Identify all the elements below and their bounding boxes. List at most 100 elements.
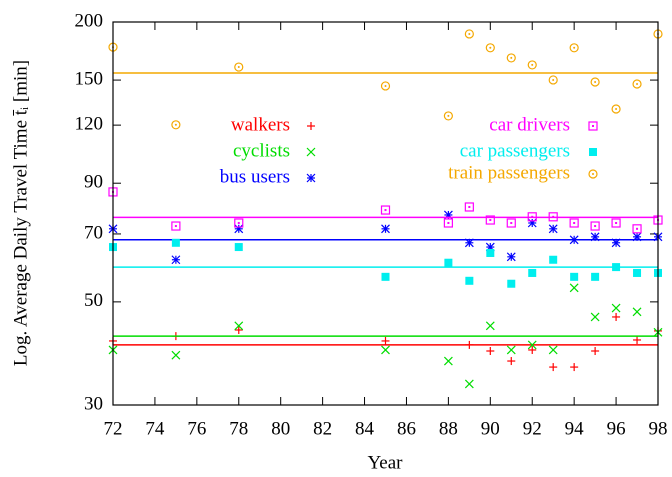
marker xyxy=(381,272,390,281)
marker-stroke xyxy=(548,345,558,355)
marker xyxy=(506,218,516,228)
marker-ring xyxy=(171,120,181,130)
marker-stroke xyxy=(548,224,558,234)
marker xyxy=(464,238,474,248)
x-tick-label: 96 xyxy=(607,418,626,439)
marker-ring xyxy=(485,43,495,53)
legend-label: car passengers xyxy=(460,140,570,161)
marker-dot xyxy=(594,225,597,228)
marker xyxy=(569,218,579,228)
marker xyxy=(506,53,516,63)
marker-dot xyxy=(573,221,576,224)
marker xyxy=(611,104,621,114)
marker xyxy=(633,335,642,344)
y-axis-label: Log. Average Daily Travel Time t̄ᵢ [min] xyxy=(10,60,31,366)
marker-dot xyxy=(384,84,387,87)
marker-stroke xyxy=(506,252,516,262)
x-tick-label: 86 xyxy=(397,418,416,439)
marker xyxy=(570,363,579,372)
marker-dot xyxy=(489,46,492,49)
x-axis-label: Year xyxy=(367,452,403,473)
marker xyxy=(632,232,642,242)
marker xyxy=(464,202,474,212)
marker-dot xyxy=(592,125,594,127)
marker xyxy=(590,312,600,322)
marker xyxy=(234,243,243,252)
marker-box xyxy=(171,238,180,247)
marker-box xyxy=(570,272,579,281)
marker-dot xyxy=(615,221,618,224)
marker xyxy=(569,235,579,245)
marker-box xyxy=(549,255,558,264)
marker-stroke xyxy=(611,303,621,313)
y-tick-label: 50 xyxy=(84,290,103,311)
marker-stroke xyxy=(590,312,600,322)
marker xyxy=(611,303,621,313)
x-tick-label: 78 xyxy=(229,418,248,439)
y-tick-label: 200 xyxy=(75,10,104,31)
marker-box xyxy=(589,148,597,156)
marker-dot xyxy=(594,80,597,83)
marker-box xyxy=(506,218,516,228)
marker-box xyxy=(527,212,537,222)
marker xyxy=(381,345,390,355)
marker xyxy=(589,148,597,156)
marker-dot xyxy=(384,209,387,212)
marker-box xyxy=(548,212,558,222)
marker-ring xyxy=(548,75,558,85)
marker-stroke xyxy=(306,147,316,157)
marker xyxy=(527,340,537,350)
marker-ring xyxy=(611,104,621,114)
x-tick-label: 84 xyxy=(355,418,375,439)
marker-stroke xyxy=(569,283,579,293)
marker xyxy=(507,279,516,288)
x-tick-label: 80 xyxy=(271,418,290,439)
marker xyxy=(611,238,621,248)
marker xyxy=(171,350,181,360)
marker xyxy=(443,356,453,366)
marker-box xyxy=(612,263,621,272)
marker xyxy=(171,221,181,231)
marker-dot xyxy=(531,215,534,218)
marker xyxy=(381,336,390,345)
marker xyxy=(570,272,579,281)
legend-label: car drivers xyxy=(489,114,570,135)
marker-stroke xyxy=(632,232,642,242)
x-tick-label: 76 xyxy=(187,418,206,439)
marker xyxy=(632,79,642,89)
marker xyxy=(590,221,600,231)
x-tick-label: 90 xyxy=(481,418,500,439)
marker xyxy=(590,77,600,87)
marker xyxy=(633,268,642,277)
marker-stroke xyxy=(464,379,474,389)
marker-stroke xyxy=(569,235,579,245)
x-tick-label: 98 xyxy=(649,418,668,439)
marker xyxy=(632,307,642,317)
marker-dot xyxy=(552,78,555,81)
marker xyxy=(549,255,558,264)
marker xyxy=(465,276,474,285)
x-tick-label: 88 xyxy=(439,418,458,439)
legend-label: cyclists xyxy=(233,140,290,161)
marker-dot xyxy=(552,215,555,218)
marker-dot xyxy=(174,225,177,228)
marker-stroke xyxy=(171,350,181,360)
legend-label: bus users xyxy=(220,166,290,187)
marker xyxy=(569,43,579,53)
marker-dot xyxy=(489,219,492,222)
marker xyxy=(234,218,244,228)
marker-stroke xyxy=(506,345,516,355)
marker xyxy=(569,283,579,293)
marker xyxy=(527,60,537,70)
marker-stroke xyxy=(632,307,642,317)
marker-dot xyxy=(573,46,576,49)
marker-dot xyxy=(237,221,240,224)
marker xyxy=(527,212,537,222)
marker-stroke xyxy=(171,255,181,265)
marker xyxy=(486,346,495,355)
marker-ring xyxy=(569,43,579,53)
marker xyxy=(612,263,621,272)
marker xyxy=(588,121,598,131)
